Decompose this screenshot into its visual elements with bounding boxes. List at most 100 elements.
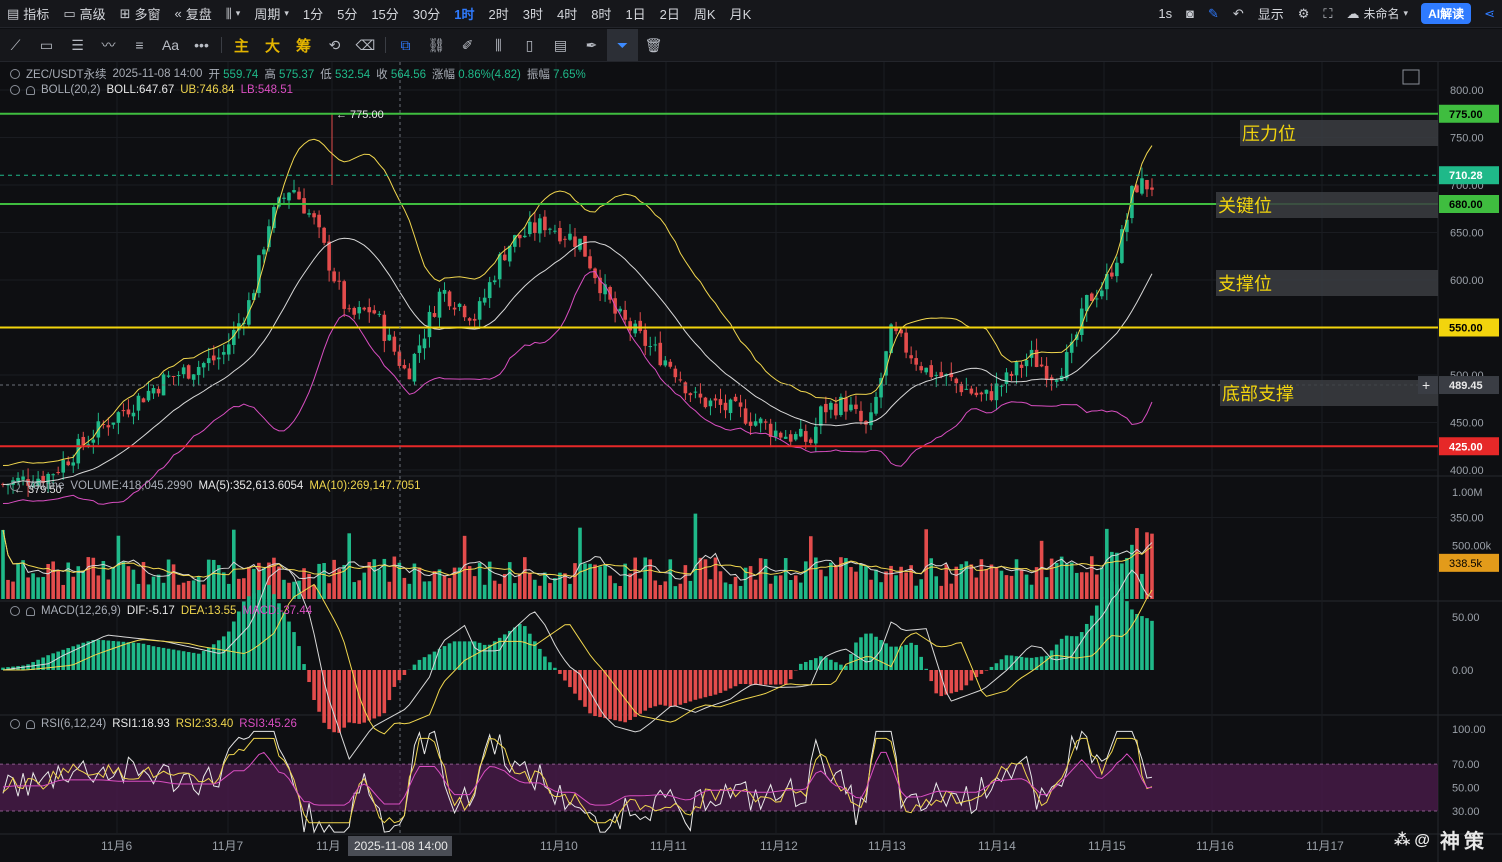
volume-bar: [879, 582, 883, 599]
indicator-button[interactable]: ▤ 指标: [7, 5, 50, 23]
candle-body: [608, 287, 612, 300]
volume-bar: [372, 559, 377, 599]
candle-body: [728, 399, 733, 414]
macd-bar: [76, 644, 81, 670]
magnet-tool[interactable]: ⛓: [421, 29, 452, 61]
multi-window-button[interactable]: ⊞ 多窗: [119, 5, 161, 23]
volume-bar: [287, 582, 291, 599]
brush-tool[interactable]: ✐: [452, 29, 483, 61]
interval-6[interactable]: 3时: [522, 7, 543, 22]
interval-9[interactable]: 1日: [625, 7, 646, 22]
watermark-logo-icon: ⁂@: [1394, 831, 1434, 849]
interval-4[interactable]: 1时: [454, 7, 475, 22]
volume-bar: [733, 576, 738, 599]
main-force-button[interactable]: 主: [233, 37, 249, 55]
eye-icon[interactable]: [10, 69, 20, 79]
macd-bar: [989, 666, 994, 670]
trend-line-tool[interactable]: ⟋: [0, 29, 31, 61]
macd-bar: [874, 636, 878, 670]
eye-icon[interactable]: [10, 719, 20, 729]
close-value: 564.56: [390, 69, 427, 81]
candle-body: [929, 365, 934, 378]
volume-bar: [783, 558, 788, 599]
lock-tool[interactable]: ▯: [514, 29, 545, 61]
candle-body: [663, 360, 668, 366]
display-button[interactable]: 显示: [1257, 7, 1284, 22]
interval-11[interactable]: 周K: [693, 7, 716, 22]
fullscreen-button[interactable]: ⛶: [1316, 0, 1339, 27]
interval-5[interactable]: 2时: [488, 7, 509, 22]
undo-button[interactable]: ↶: [1226, 0, 1251, 27]
bell-icon[interactable]: [26, 85, 35, 95]
delete-tool[interactable]: 🗑: [638, 29, 669, 61]
interval-7[interactable]: 4时: [556, 7, 578, 22]
volume-bar: [994, 567, 999, 599]
volume-bar: [793, 575, 798, 599]
refresh-rate[interactable]: 1s: [1158, 6, 1173, 21]
hide-drawings-tool[interactable]: ⌫: [350, 29, 381, 61]
interval-3[interactable]: 30分: [412, 7, 441, 22]
volume-bar: [56, 570, 60, 599]
macd-bar: [1, 667, 5, 670]
volume-bar: [844, 558, 848, 599]
macd-bar: [387, 670, 392, 701]
big-order-button[interactable]: 大: [264, 37, 280, 55]
bell-icon[interactable]: [26, 719, 35, 729]
candle-body: [748, 421, 753, 426]
settings-button[interactable]: ⚙: [1291, 0, 1317, 27]
high-marker: ← 775.00: [336, 109, 384, 121]
wave-tool[interactable]: 〰: [93, 29, 124, 61]
date-tick-11: 11月17: [1306, 839, 1344, 853]
chart-type-button[interactable]: ⫼ ▾: [219, 0, 248, 27]
filter-tool[interactable]: ⏷: [607, 29, 638, 61]
camera-icon: ◙: [1186, 6, 1194, 21]
candles-icon: ⫼: [495, 36, 502, 53]
interval-2[interactable]: 15分: [371, 7, 399, 22]
candle-tool[interactable]: ⫼: [483, 29, 514, 61]
eye-icon[interactable]: [10, 85, 20, 95]
eye-icon[interactable]: [10, 481, 20, 491]
pen-tool[interactable]: ✒: [576, 29, 607, 61]
cloud-layout-button[interactable]: ☁ 未命名 ▾: [1346, 5, 1409, 22]
more-tools[interactable]: •••: [186, 29, 217, 61]
interval-8[interactable]: 8时: [591, 7, 612, 22]
camera-button[interactable]: ◙: [1179, 0, 1201, 27]
advanced-button[interactable]: ▭ 高级: [63, 5, 106, 23]
text-tool[interactable]: Aa: [155, 29, 186, 61]
eye-icon[interactable]: [10, 606, 20, 616]
candle-body: [1094, 298, 1099, 300]
rectangle-tool[interactable]: ▭: [31, 29, 62, 61]
replay-tool[interactable]: ⟲: [319, 29, 350, 61]
interval-0[interactable]: 1分: [302, 7, 324, 22]
volume-ma10-line: [2, 529, 1153, 578]
candle-body: [447, 291, 452, 307]
macd-bar: [969, 670, 974, 681]
share-button[interactable]: ⋖: [1477, 0, 1502, 27]
macd-bar: [21, 665, 25, 670]
ai-interpret-button[interactable]: AI解读: [1421, 3, 1472, 24]
candle-body: [156, 388, 161, 394]
draw-button[interactable]: ✎: [1201, 0, 1226, 27]
volume-bar: [16, 562, 20, 599]
bell-icon[interactable]: [26, 606, 35, 616]
volume-bar: [758, 558, 763, 599]
chips-button[interactable]: 筹: [295, 37, 311, 55]
fib-tool[interactable]: ≡: [124, 29, 155, 61]
volume-bar: [357, 580, 362, 599]
candle-body: [337, 280, 341, 282]
copy-tool[interactable]: ⧉: [390, 29, 421, 61]
note-tool[interactable]: ▤: [545, 29, 576, 61]
interval-10[interactable]: 2日: [659, 7, 680, 22]
parallel-tool[interactable]: ☰: [62, 29, 93, 61]
candle-body: [899, 329, 903, 334]
interval-1[interactable]: 5分: [337, 7, 358, 22]
rsi-legend: RSI(6,12,24) RSI1:18.93 RSI2:33.40 RSI3:…: [10, 718, 297, 730]
replay-button[interactable]: «复盘: [174, 6, 212, 22]
macd-bar: [854, 642, 858, 670]
interval-12[interactable]: 月K: [729, 7, 752, 22]
cycle-icon: ⟲: [328, 36, 341, 53]
candle-body: [297, 191, 301, 200]
price-chart[interactable]: 800.00750.00700.00650.00600.00550.00500.…: [0, 62, 1502, 862]
period-button[interactable]: 周期 ▾: [254, 7, 289, 22]
candle-body: [257, 255, 261, 294]
